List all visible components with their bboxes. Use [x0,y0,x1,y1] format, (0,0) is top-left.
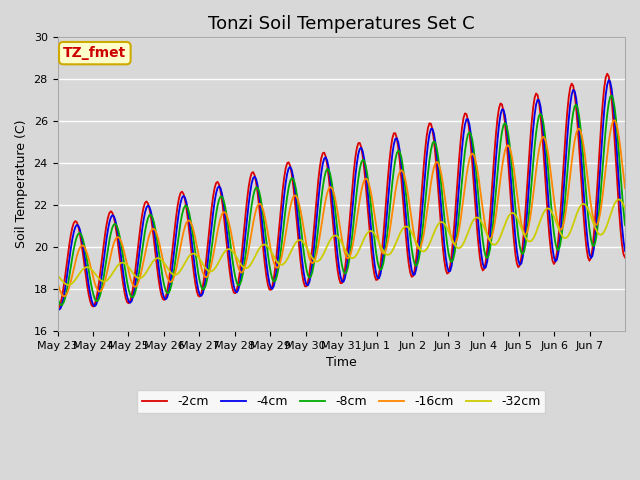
-16cm [460,195,467,201]
-8cm [544,164,552,170]
-16cm [544,149,552,155]
-4cm [621,248,629,254]
-2cm [91,302,99,308]
Legend: -2cm, -4cm, -8cm, -16cm, -32cm: -2cm, -4cm, -8cm, -16cm, -32cm [137,390,545,413]
-32cm [74,273,82,278]
-8cm [58,302,66,308]
-2cm [73,219,81,225]
-16cm [621,185,629,191]
-16cm [60,293,67,299]
-16cm [54,280,61,286]
-8cm [347,245,355,251]
-32cm [64,282,72,288]
-2cm [54,307,61,313]
-8cm [608,93,616,98]
-32cm [347,255,355,261]
Line: -16cm: -16cm [58,120,625,296]
Line: -2cm: -2cm [58,74,625,310]
-4cm [55,307,63,312]
-16cm [92,284,100,290]
-32cm [544,205,552,211]
-4cm [54,305,61,311]
-8cm [92,298,100,304]
Y-axis label: Soil Temperature (C): Soil Temperature (C) [15,120,28,248]
-4cm [74,223,82,228]
-16cm [74,249,82,254]
-16cm [347,251,355,256]
-2cm [346,220,353,226]
-2cm [604,71,611,77]
Line: -8cm: -8cm [58,96,625,305]
Line: -4cm: -4cm [58,80,625,310]
-8cm [74,231,82,237]
-32cm [621,205,629,211]
-8cm [620,208,627,214]
-4cm [544,192,552,198]
-32cm [54,272,61,278]
-16cm [620,172,627,178]
-4cm [92,302,100,308]
-16cm [611,117,618,123]
-32cm [460,240,467,246]
-2cm [458,125,466,131]
X-axis label: Time: Time [326,356,356,369]
-4cm [347,224,355,229]
-4cm [620,238,627,244]
-32cm [92,272,100,278]
-2cm [543,194,550,200]
Line: -32cm: -32cm [58,199,625,285]
-32cm [620,202,627,208]
-8cm [621,222,629,228]
-2cm [618,242,626,248]
-8cm [54,295,61,300]
-32cm [615,196,623,202]
-4cm [460,132,467,137]
-8cm [460,162,467,168]
Title: Tonzi Soil Temperatures Set C: Tonzi Soil Temperatures Set C [208,15,475,33]
Text: TZ_fmet: TZ_fmet [63,46,127,60]
-2cm [621,254,629,260]
-4cm [605,77,612,83]
